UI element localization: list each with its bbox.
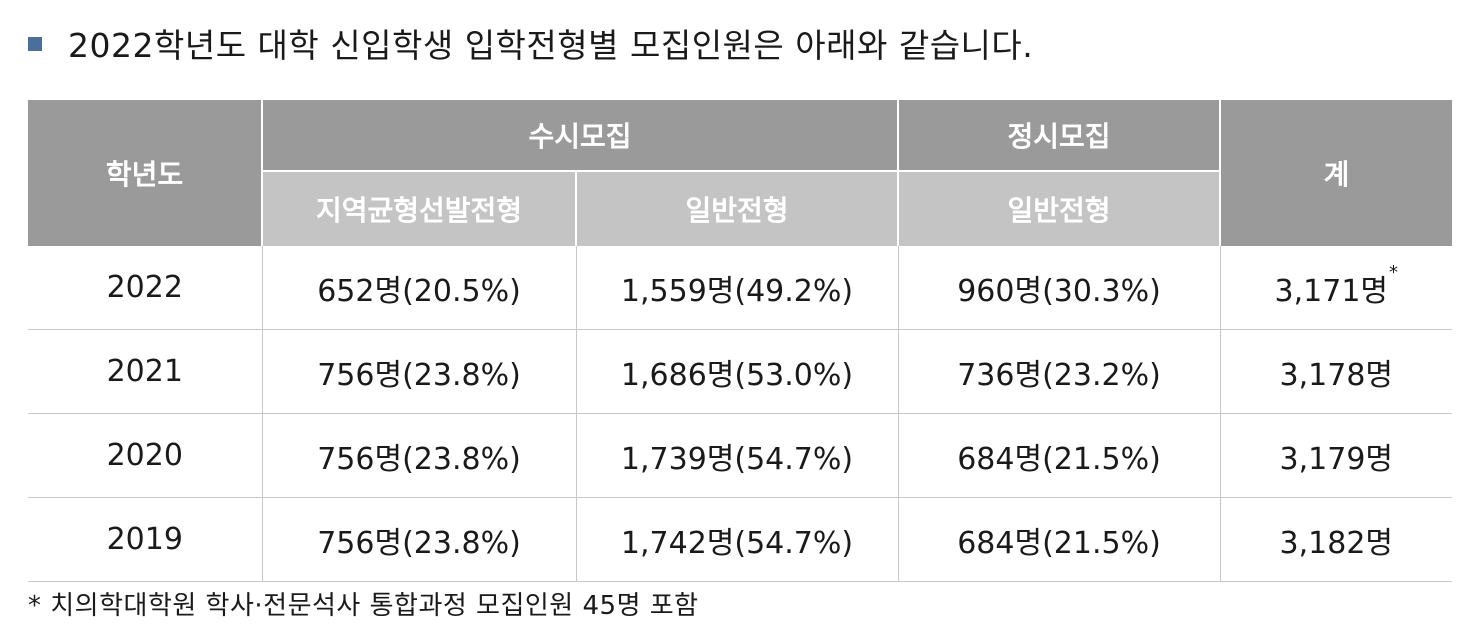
header-jeongsi-general: 일반전형 — [898, 171, 1222, 246]
cell-total: 3,179명 — [1220, 413, 1453, 498]
header-year: 학년도 — [28, 100, 263, 246]
cell-total: 3,178명 — [1220, 329, 1453, 414]
cell-regional: 652명(20.5%) — [262, 246, 577, 330]
cell-jeongsi-general: 684명(21.5%) — [898, 413, 1221, 498]
table-row: 2019 756명(23.8%) 1,742명(54.7%) 684명(21.5… — [28, 497, 1453, 582]
square-bullet-icon — [28, 37, 42, 51]
cell-total: 3,171명* — [1220, 246, 1453, 330]
header-jeongsi: 정시모집 — [898, 100, 1222, 172]
page-title: 2022학년도 대학 신입학생 입학전형별 모집인원은 아래와 같습니다. — [68, 26, 1034, 65]
cell-year: 2019 — [28, 497, 263, 582]
header-row-top: 학년도 수시모집 정시모집 계 — [28, 100, 1453, 246]
cell-regional: 756명(23.8%) — [262, 497, 577, 582]
title-row: 2022학년도 대학 신입학생 입학전형별 모집인원은 아래와 같습니다. — [28, 18, 1033, 68]
total-value: 3,179명 — [1279, 441, 1393, 477]
footnote: * 치의학대학원 학사·전문석사 통합과정 모집인원 45명 포함 — [28, 591, 699, 621]
cell-susi-general: 1,686명(53.0%) — [576, 329, 899, 414]
cell-jeongsi-general: 684명(21.5%) — [898, 497, 1221, 582]
admission-table: 학년도 수시모집 정시모집 계 지역균형선발전형 일반전형 일반전형 2022 … — [28, 100, 1453, 582]
total-value: 3,171명 — [1274, 273, 1388, 309]
header-total: 계 — [1220, 100, 1453, 246]
cell-year: 2022 — [28, 246, 263, 330]
table-row: 2022 652명(20.5%) 1,559명(49.2%) 960명(30.3… — [28, 246, 1453, 330]
header-susi-regional: 지역균형선발전형 — [262, 171, 577, 246]
cell-susi-general: 1,739명(54.7%) — [576, 413, 899, 498]
header-susi: 수시모집 — [262, 100, 900, 172]
footnote-mark: * — [1389, 261, 1398, 283]
total-value: 3,182명 — [1279, 525, 1393, 561]
cell-total: 3,182명 — [1220, 497, 1453, 582]
cell-year: 2020 — [28, 413, 263, 498]
cell-susi-general: 1,559명(49.2%) — [576, 246, 899, 330]
total-value: 3,178명 — [1279, 357, 1393, 393]
cell-jeongsi-general: 960명(30.3%) — [898, 246, 1221, 330]
cell-jeongsi-general: 736명(23.2%) — [898, 329, 1221, 414]
table-row: 2021 756명(23.8%) 1,686명(53.0%) 736명(23.2… — [28, 329, 1453, 414]
header-susi-general: 일반전형 — [576, 171, 900, 246]
cell-regional: 756명(23.8%) — [262, 329, 577, 414]
cell-regional: 756명(23.8%) — [262, 413, 577, 498]
header-row-sub: 지역균형선발전형 일반전형 일반전형 — [28, 171, 1452, 246]
cell-year: 2021 — [28, 329, 263, 414]
cell-susi-general: 1,742명(54.7%) — [576, 497, 899, 582]
table-row: 2020 756명(23.8%) 1,739명(54.7%) 684명(21.5… — [28, 413, 1453, 498]
